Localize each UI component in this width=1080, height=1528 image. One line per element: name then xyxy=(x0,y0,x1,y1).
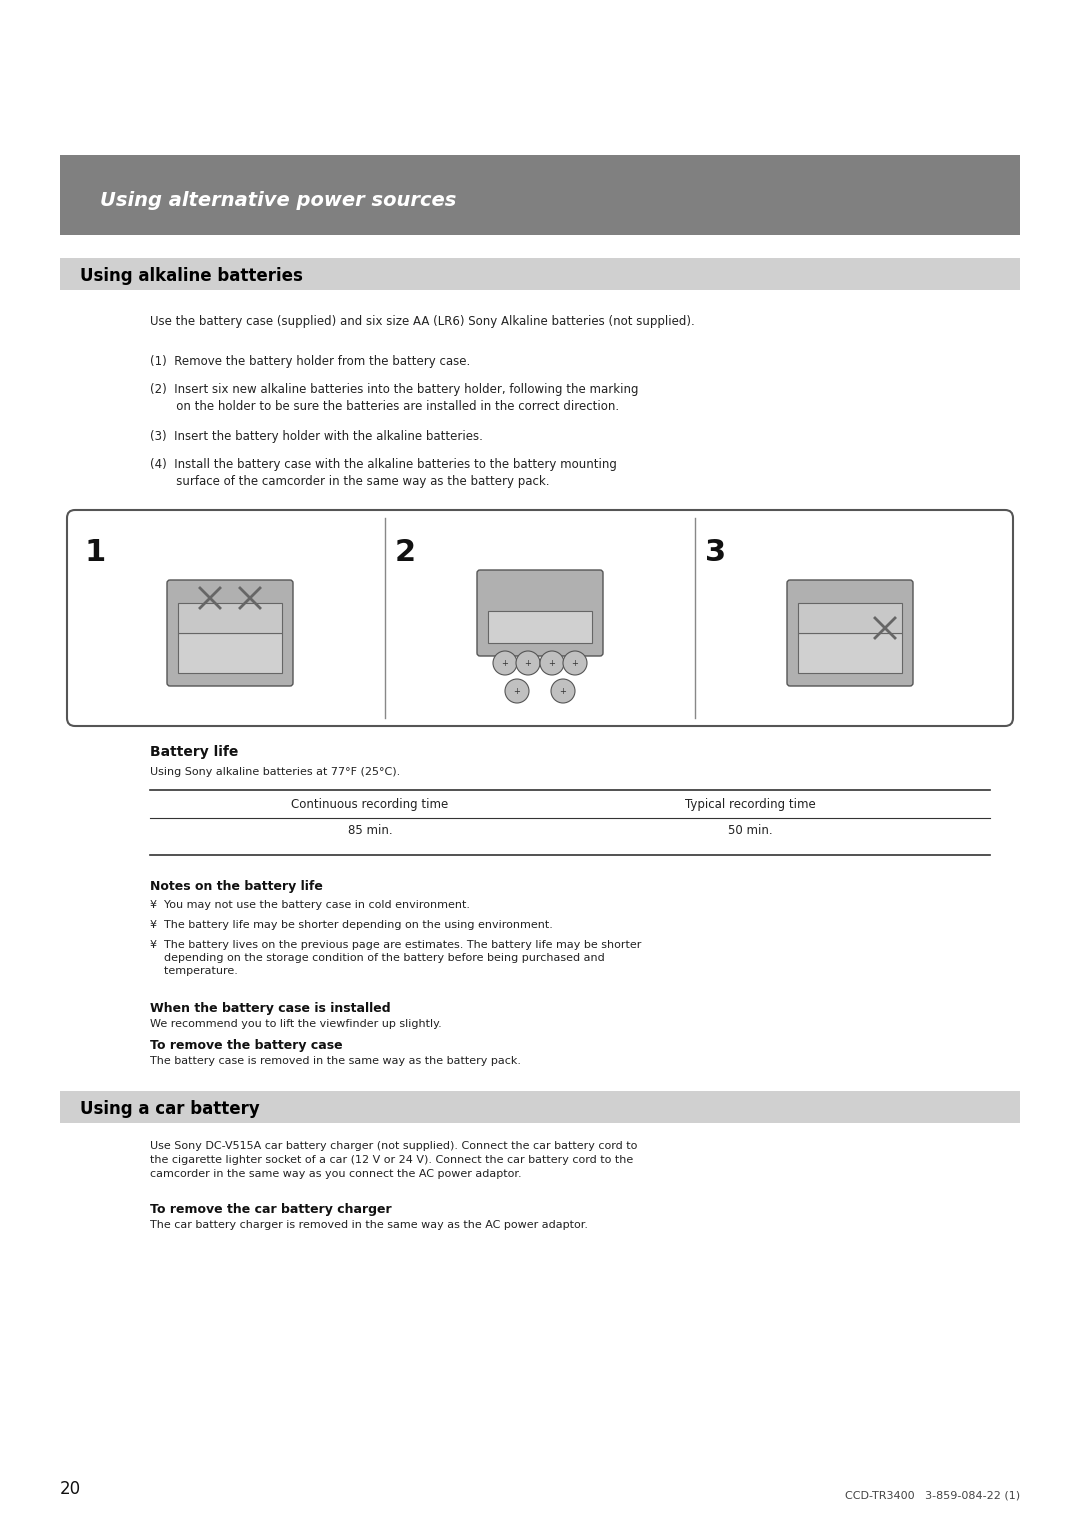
Text: 2: 2 xyxy=(395,538,416,567)
FancyBboxPatch shape xyxy=(477,570,603,656)
Text: 3: 3 xyxy=(705,538,726,567)
Text: 85 min.: 85 min. xyxy=(348,824,392,837)
Text: Use Sony DC-V515A car battery charger (not supplied). Connect the car battery co: Use Sony DC-V515A car battery charger (n… xyxy=(150,1141,637,1180)
Text: Battery life: Battery life xyxy=(150,746,239,759)
Text: 50 min.: 50 min. xyxy=(728,824,772,837)
Text: +: + xyxy=(514,686,521,695)
Text: +: + xyxy=(525,659,531,668)
Text: Using Sony alkaline batteries at 77°F (25°C).: Using Sony alkaline batteries at 77°F (2… xyxy=(150,767,401,778)
Text: +: + xyxy=(559,686,566,695)
Text: +: + xyxy=(549,659,555,668)
FancyBboxPatch shape xyxy=(67,510,1013,726)
Text: When the battery case is installed: When the battery case is installed xyxy=(150,1002,391,1015)
Circle shape xyxy=(516,651,540,675)
Bar xyxy=(798,604,902,633)
Text: Using alkaline batteries: Using alkaline batteries xyxy=(80,267,302,286)
Text: +: + xyxy=(501,659,509,668)
Text: To remove the battery case: To remove the battery case xyxy=(150,1039,342,1051)
Circle shape xyxy=(563,651,588,675)
Text: Typical recording time: Typical recording time xyxy=(685,798,815,811)
Text: The car battery charger is removed in the same way as the AC power adaptor.: The car battery charger is removed in th… xyxy=(150,1219,588,1230)
Text: CCD-TR3400   3-859-084-22 (1): CCD-TR3400 3-859-084-22 (1) xyxy=(845,1490,1020,1500)
Circle shape xyxy=(551,678,575,703)
Text: To remove the car battery charger: To remove the car battery charger xyxy=(150,1203,392,1216)
Text: Using alternative power sources: Using alternative power sources xyxy=(100,191,457,209)
Text: (4)  Install the battery case with the alkaline batteries to the battery mountin: (4) Install the battery case with the al… xyxy=(150,458,617,487)
Bar xyxy=(60,154,1020,235)
Text: ¥  The battery lives on the previous page are estimates. The battery life may be: ¥ The battery lives on the previous page… xyxy=(150,940,642,976)
Bar xyxy=(60,258,1020,290)
FancyBboxPatch shape xyxy=(167,581,293,686)
Text: Using a car battery: Using a car battery xyxy=(80,1100,260,1118)
Bar xyxy=(488,611,592,643)
Text: Continuous recording time: Continuous recording time xyxy=(292,798,448,811)
Text: (1)  Remove the battery holder from the battery case.: (1) Remove the battery holder from the b… xyxy=(150,354,470,368)
Bar xyxy=(798,633,902,672)
Text: The battery case is removed in the same way as the battery pack.: The battery case is removed in the same … xyxy=(150,1056,521,1067)
Text: 1: 1 xyxy=(85,538,106,567)
Text: Use the battery case (supplied) and six size AA (LR6) Sony Alkaline batteries (n: Use the battery case (supplied) and six … xyxy=(150,315,694,329)
Bar xyxy=(178,604,282,633)
Text: ¥  You may not use the battery case in cold environment.: ¥ You may not use the battery case in co… xyxy=(150,900,470,911)
FancyBboxPatch shape xyxy=(787,581,913,686)
Text: We recommend you to lift the viewfinder up slightly.: We recommend you to lift the viewfinder … xyxy=(150,1019,442,1028)
Circle shape xyxy=(540,651,564,675)
Text: +: + xyxy=(571,659,579,668)
Circle shape xyxy=(505,678,529,703)
Text: ¥  The battery life may be shorter depending on the using environment.: ¥ The battery life may be shorter depend… xyxy=(150,920,553,931)
Bar xyxy=(178,633,282,672)
Text: (3)  Insert the battery holder with the alkaline batteries.: (3) Insert the battery holder with the a… xyxy=(150,429,483,443)
Circle shape xyxy=(492,651,517,675)
Text: (2)  Insert six new alkaline batteries into the battery holder, following the ma: (2) Insert six new alkaline batteries in… xyxy=(150,384,638,413)
Text: Notes on the battery life: Notes on the battery life xyxy=(150,880,323,892)
Bar xyxy=(60,1091,1020,1123)
Text: 20: 20 xyxy=(60,1481,81,1497)
